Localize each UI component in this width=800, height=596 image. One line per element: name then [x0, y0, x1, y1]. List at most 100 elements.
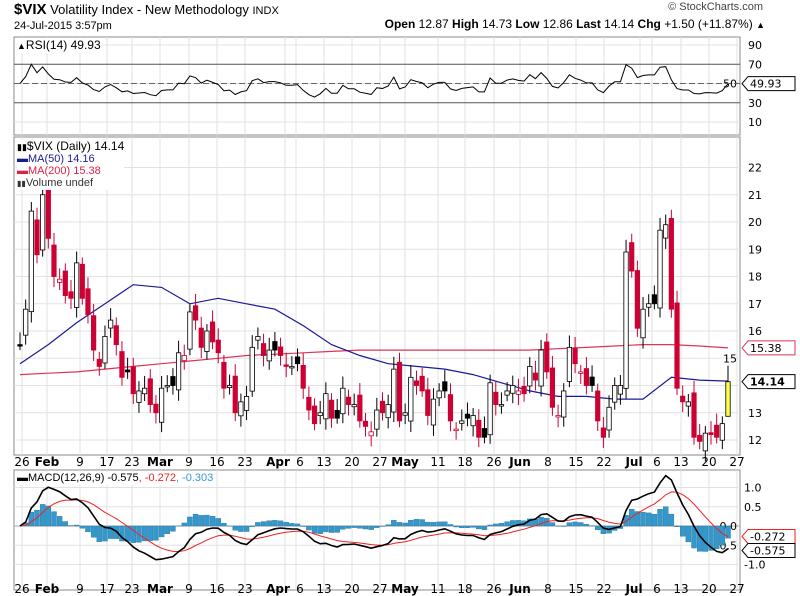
macd-histogram-bar	[272, 520, 278, 527]
price-tick-label: 16	[748, 325, 762, 338]
candle-body	[651, 294, 657, 305]
macd-histogram-bar	[487, 524, 493, 527]
macd-histogram-bar	[538, 516, 544, 527]
macd-histogram-bar	[345, 525, 352, 529]
candle-body	[74, 262, 80, 308]
candle-body	[187, 311, 193, 350]
candle-body	[102, 336, 108, 364]
candle-body	[396, 361, 403, 422]
candle-body	[328, 399, 335, 419]
macd-histogram-bar	[662, 506, 669, 527]
ma200-value-tag: 15.38	[750, 342, 782, 355]
macd-histogram-bar	[600, 525, 607, 534]
macd-histogram-bar	[493, 523, 499, 527]
candle-body	[487, 382, 493, 436]
candle-body	[470, 415, 476, 427]
volume-icon: ▮▮	[17, 179, 26, 188]
candle-body	[476, 419, 482, 438]
candle-body	[119, 351, 125, 378]
macd-histogram-bar	[368, 525, 374, 530]
price-legend: ▮▮$VIX (Daily) 14.14 ▬MA(50) 14.16 ▬MA(2…	[17, 139, 125, 190]
candle-body	[680, 395, 686, 403]
ma200-swatch-icon: ▬	[17, 165, 28, 177]
date-tick-label: 26	[486, 455, 501, 469]
candle-body	[697, 434, 703, 442]
low-label: Low	[515, 17, 540, 31]
macd-histogram-bar	[102, 525, 108, 542]
date-tick-label: 27	[372, 455, 387, 469]
macd-histogram-bar	[566, 522, 573, 527]
price-legend-main: $VIX (Daily) 14.14	[26, 139, 125, 153]
macd-value-tag: -0.575	[750, 544, 785, 557]
macd-histogram-bar	[79, 525, 86, 529]
symbol: $VIX	[14, 1, 47, 18]
macd-histogram-bar	[266, 520, 272, 527]
date-tick-label-bottom: 23	[237, 582, 252, 596]
date-tick-label: 17	[99, 455, 114, 469]
volume-legend: Volume undef	[25, 177, 94, 189]
macd-tick-label: 0.5	[744, 501, 762, 514]
candle-body	[192, 305, 199, 321]
candle-body	[566, 346, 573, 382]
candle-body	[51, 244, 57, 277]
candle-body	[153, 403, 159, 414]
macd-histogram-bar	[107, 525, 114, 539]
date-tick-label-bottom: Apr	[266, 582, 290, 596]
macd-line	[19, 474, 729, 561]
candle-body	[289, 366, 295, 369]
macd-histogram-bar	[572, 521, 578, 527]
date-tick-label-bottom: 22	[596, 582, 611, 596]
date-tick-label-bottom: 9	[76, 582, 84, 596]
high-label: High	[452, 17, 479, 31]
chart-title: $VIX Volatility Index - New Methodology …	[14, 1, 279, 20]
macd-histogram-bar	[351, 525, 357, 528]
macd-histogram-bar	[708, 525, 714, 551]
macd-tick-label: 1.0	[744, 482, 762, 495]
rsi-tick-label: 70	[748, 58, 762, 71]
date-tick-label-bottom: 17	[99, 582, 114, 596]
candle-body	[226, 385, 233, 388]
date-tick-label-bottom: Jun	[508, 582, 531, 596]
candle-body	[498, 404, 505, 407]
rsi-panel-frame	[13, 36, 741, 136]
candle-body	[79, 263, 85, 299]
candle-body	[68, 291, 74, 299]
date-tick-label-bottom: 13	[673, 582, 688, 596]
low-value: 12.86	[542, 17, 573, 31]
macd-histogram-bar	[640, 511, 646, 527]
date-tick-label: 20	[701, 455, 716, 469]
macd-histogram-bar	[396, 522, 403, 527]
candle-body	[62, 270, 68, 296]
candle-body	[725, 381, 731, 417]
macd-histogram-bar	[141, 525, 148, 542]
candle-body	[374, 409, 380, 430]
candle-body	[249, 346, 255, 392]
macd-legend-hist: , -0.303	[175, 472, 214, 484]
date-tick-label-bottom: Mar	[147, 582, 173, 596]
candle-body	[708, 432, 714, 435]
macd-histogram-bar	[317, 525, 323, 534]
candle-body	[549, 367, 556, 408]
date-tick-label: 15	[568, 455, 583, 469]
macd-histogram-bar	[340, 525, 346, 530]
rsi-legend-text: RSI(14) 49.93	[25, 38, 101, 52]
candle-body	[334, 410, 340, 419]
quote-summary: Open 12.87 High 14.73 Low 12.86 Last 14.…	[385, 17, 765, 32]
candle-body	[595, 390, 601, 422]
candle-body	[28, 210, 34, 313]
candle-body	[589, 376, 595, 386]
macd-histogram-bar	[238, 525, 244, 532]
candle-body	[430, 398, 437, 426]
date-tick-label: 18	[457, 455, 472, 469]
macd-histogram-bar	[408, 519, 414, 527]
candle-body	[345, 396, 352, 405]
candle-icon: ▮▮	[17, 142, 27, 152]
candle-body	[459, 420, 465, 424]
date-tick-label: May	[391, 455, 419, 469]
macd-signal-tag-box	[741, 528, 796, 544]
candle-body	[45, 186, 51, 239]
macd-histogram-bar	[277, 520, 284, 527]
candle-body	[255, 336, 261, 341]
candle-body	[323, 393, 329, 420]
